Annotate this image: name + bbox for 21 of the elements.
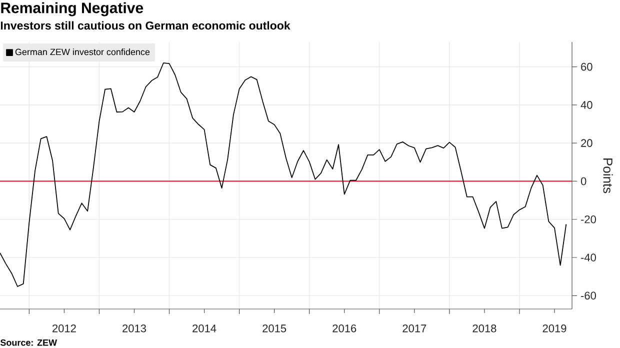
chart-subtitle: Investors still cautious on German economic outlook <box>0 21 290 30</box>
y-tick-label: 0 <box>580 177 586 186</box>
x-tick-label: 2013 <box>122 324 146 332</box>
x-tick-label: 2016 <box>332 324 356 332</box>
y-tick-label: 20 <box>581 139 592 147</box>
x-tick-label: 2012 <box>52 324 76 332</box>
source-note: Source: ZEW <box>0 339 58 346</box>
y-tick-label: 40 <box>580 101 592 109</box>
x-tick-label: 2017 <box>402 324 426 332</box>
y-tick-label: 60 <box>581 62 592 71</box>
x-tick-label: 2018 <box>472 324 496 332</box>
chart-title: Remaining Negative <box>1 2 144 16</box>
y-tick-label: -60 <box>581 292 596 300</box>
x-tick-label: 2014 <box>192 324 216 332</box>
x-tick-label: 2019 <box>542 324 566 332</box>
legend-label: German ZEW investor confidence <box>15 48 150 56</box>
x-tick-label: 2015 <box>262 324 286 332</box>
y-tick-label: -40 <box>581 254 596 262</box>
y-tick-label: -20 <box>581 215 596 224</box>
y-axis-title: Points <box>603 158 613 194</box>
line-series <box>0 62 567 287</box>
